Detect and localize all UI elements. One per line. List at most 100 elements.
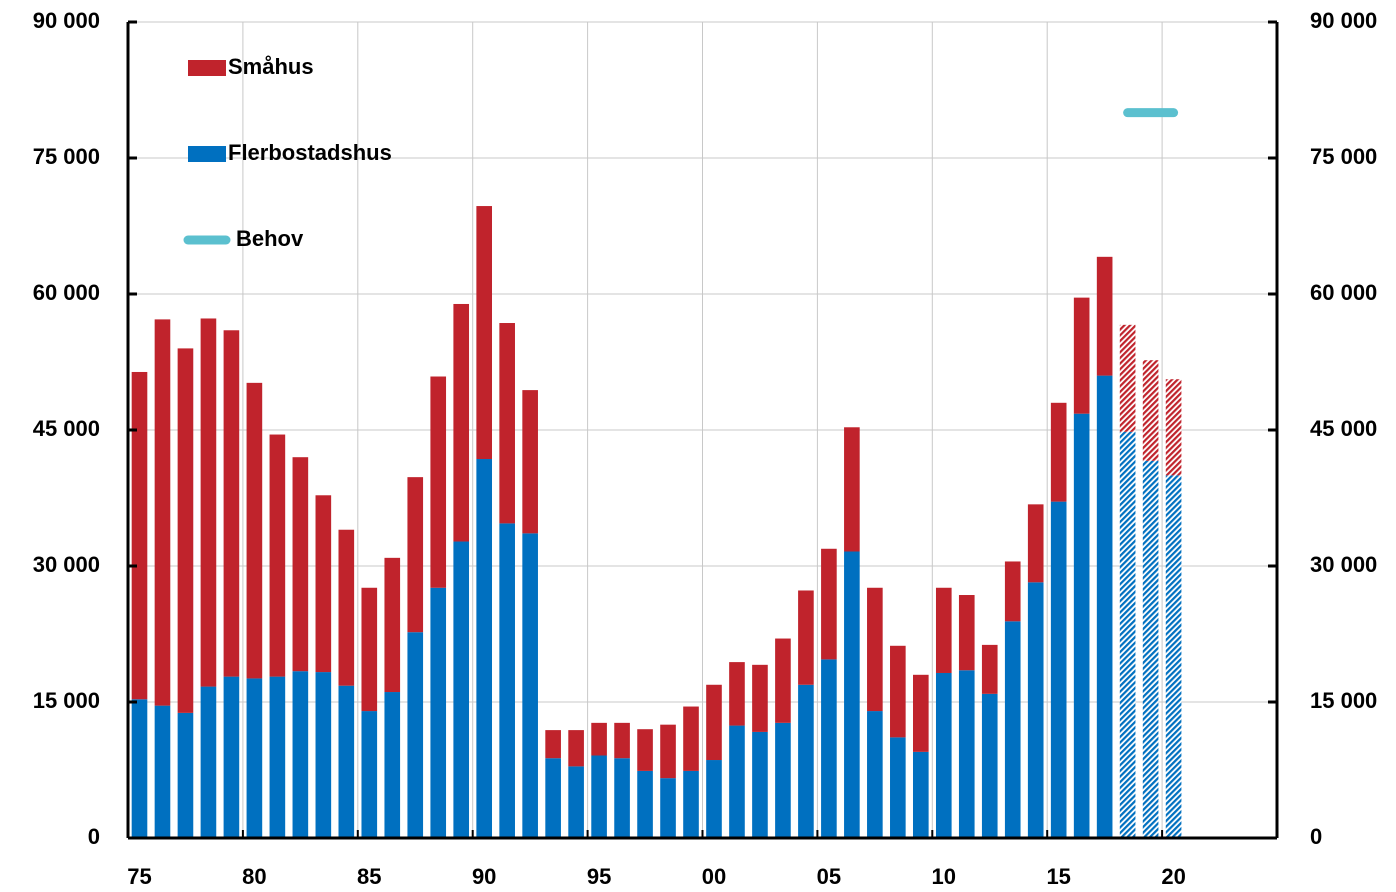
- bar-segment: [568, 766, 584, 838]
- bar-segment: [338, 529, 355, 686]
- bar-segment: [591, 755, 607, 838]
- bar-segment: [292, 457, 309, 672]
- bar-segment: [131, 371, 148, 700]
- x-tick-label: 90: [472, 864, 496, 889]
- bar-segment: [223, 676, 240, 838]
- bar-segment: [269, 434, 286, 677]
- bar-segment: [890, 645, 906, 738]
- bar-segment: [568, 730, 584, 767]
- bar-segment: [384, 557, 401, 693]
- bar-segment: [706, 684, 722, 761]
- legend-label: Behov: [236, 226, 304, 251]
- y2-tick-label: 0: [1310, 824, 1322, 849]
- bar-segment: [1096, 375, 1113, 838]
- bar-segment: [407, 632, 424, 838]
- y2-tick-label: 90 000: [1310, 8, 1377, 33]
- bar-segment: [154, 319, 171, 706]
- bar-segment: [752, 664, 768, 732]
- bar-segment: [958, 595, 975, 671]
- bar-segment: [131, 699, 148, 838]
- bar-segment: [545, 758, 561, 838]
- x-tick-label: 95: [587, 864, 611, 889]
- bar-segment: [1119, 324, 1136, 432]
- bar-segment: [1165, 475, 1182, 838]
- bar-segment: [223, 330, 240, 677]
- bar-segment: [1142, 360, 1159, 461]
- bar-segment: [912, 674, 929, 752]
- bar-segment: [958, 670, 975, 838]
- bar-segment: [545, 730, 561, 759]
- bar-segment: [1050, 501, 1067, 838]
- bar-segment: [683, 770, 699, 838]
- x-tick-label: 00: [702, 864, 726, 889]
- bar-segment: [154, 705, 171, 838]
- bar-segment: [1027, 582, 1044, 838]
- bar-segment: [200, 318, 217, 687]
- bar-segment: [775, 722, 791, 838]
- legend-label: Småhus: [228, 54, 314, 79]
- bar-segment: [912, 751, 929, 838]
- bar-segment: [729, 725, 745, 838]
- bar-segment: [1004, 621, 1021, 838]
- y-tick-label: 75 000: [33, 144, 100, 169]
- bar-segment: [660, 778, 676, 838]
- bar-segment: [384, 692, 401, 838]
- bar-segment: [361, 711, 378, 838]
- y2-tick-label: 30 000: [1310, 552, 1377, 577]
- bar-segment: [407, 477, 424, 633]
- x-tick-label: 10: [932, 864, 956, 889]
- bar-segment: [798, 684, 814, 838]
- y-tick-label: 45 000: [33, 416, 100, 441]
- bar-segment: [591, 722, 607, 756]
- x-tick-label: 20: [1161, 864, 1185, 889]
- y-tick-label: 15 000: [33, 688, 100, 713]
- y2-tick-label: 75 000: [1310, 144, 1377, 169]
- bar-segment: [637, 729, 653, 771]
- bar-segment: [1119, 431, 1136, 838]
- bar-segment: [821, 659, 837, 838]
- bar-segment: [522, 390, 538, 534]
- bar-segment: [867, 711, 883, 838]
- bar-segment: [1142, 460, 1159, 838]
- y-tick-label: 0: [88, 824, 100, 849]
- bar-segment: [890, 737, 906, 838]
- bar-segment: [844, 551, 860, 838]
- bar-segment: [269, 676, 286, 838]
- bar-segment: [981, 644, 998, 694]
- bar-segment: [453, 541, 470, 838]
- x-tick-label: 80: [242, 864, 266, 889]
- bar-segment: [292, 671, 309, 838]
- bar-segment: [430, 587, 447, 838]
- bar-segment: [706, 760, 722, 838]
- bar-segment: [1073, 297, 1090, 414]
- bar-segment: [499, 523, 515, 838]
- y2-tick-label: 45 000: [1310, 416, 1377, 441]
- bar-segment: [683, 706, 699, 771]
- bar-segment: [1073, 413, 1090, 838]
- bar-segment: [752, 731, 768, 838]
- bar-segment: [338, 685, 355, 838]
- legend-swatch: [188, 146, 226, 162]
- y2-tick-label: 60 000: [1310, 280, 1377, 305]
- y2-tick-label: 15 000: [1310, 688, 1377, 713]
- bar-segment: [246, 382, 263, 679]
- bar-segment: [614, 758, 630, 838]
- bar-segment: [1004, 561, 1021, 622]
- x-tick-label: 75: [127, 864, 151, 889]
- bar-segment: [1165, 379, 1182, 476]
- bar-segment: [177, 348, 194, 713]
- bar-segment: [315, 672, 332, 838]
- x-tick-label: 05: [817, 864, 841, 889]
- y-tick-label: 30 000: [33, 552, 100, 577]
- bar-segment: [499, 323, 515, 524]
- bar-segment: [867, 587, 883, 712]
- x-tick-label: 85: [357, 864, 381, 889]
- bar-segment: [522, 533, 538, 838]
- bar-segment: [476, 206, 493, 460]
- bar-segment: [660, 724, 676, 779]
- bar-segment: [844, 427, 860, 552]
- bar-segment: [798, 590, 814, 685]
- bar-segment: [1027, 504, 1044, 583]
- bar-segment: [430, 376, 447, 588]
- bar-segment: [476, 459, 493, 838]
